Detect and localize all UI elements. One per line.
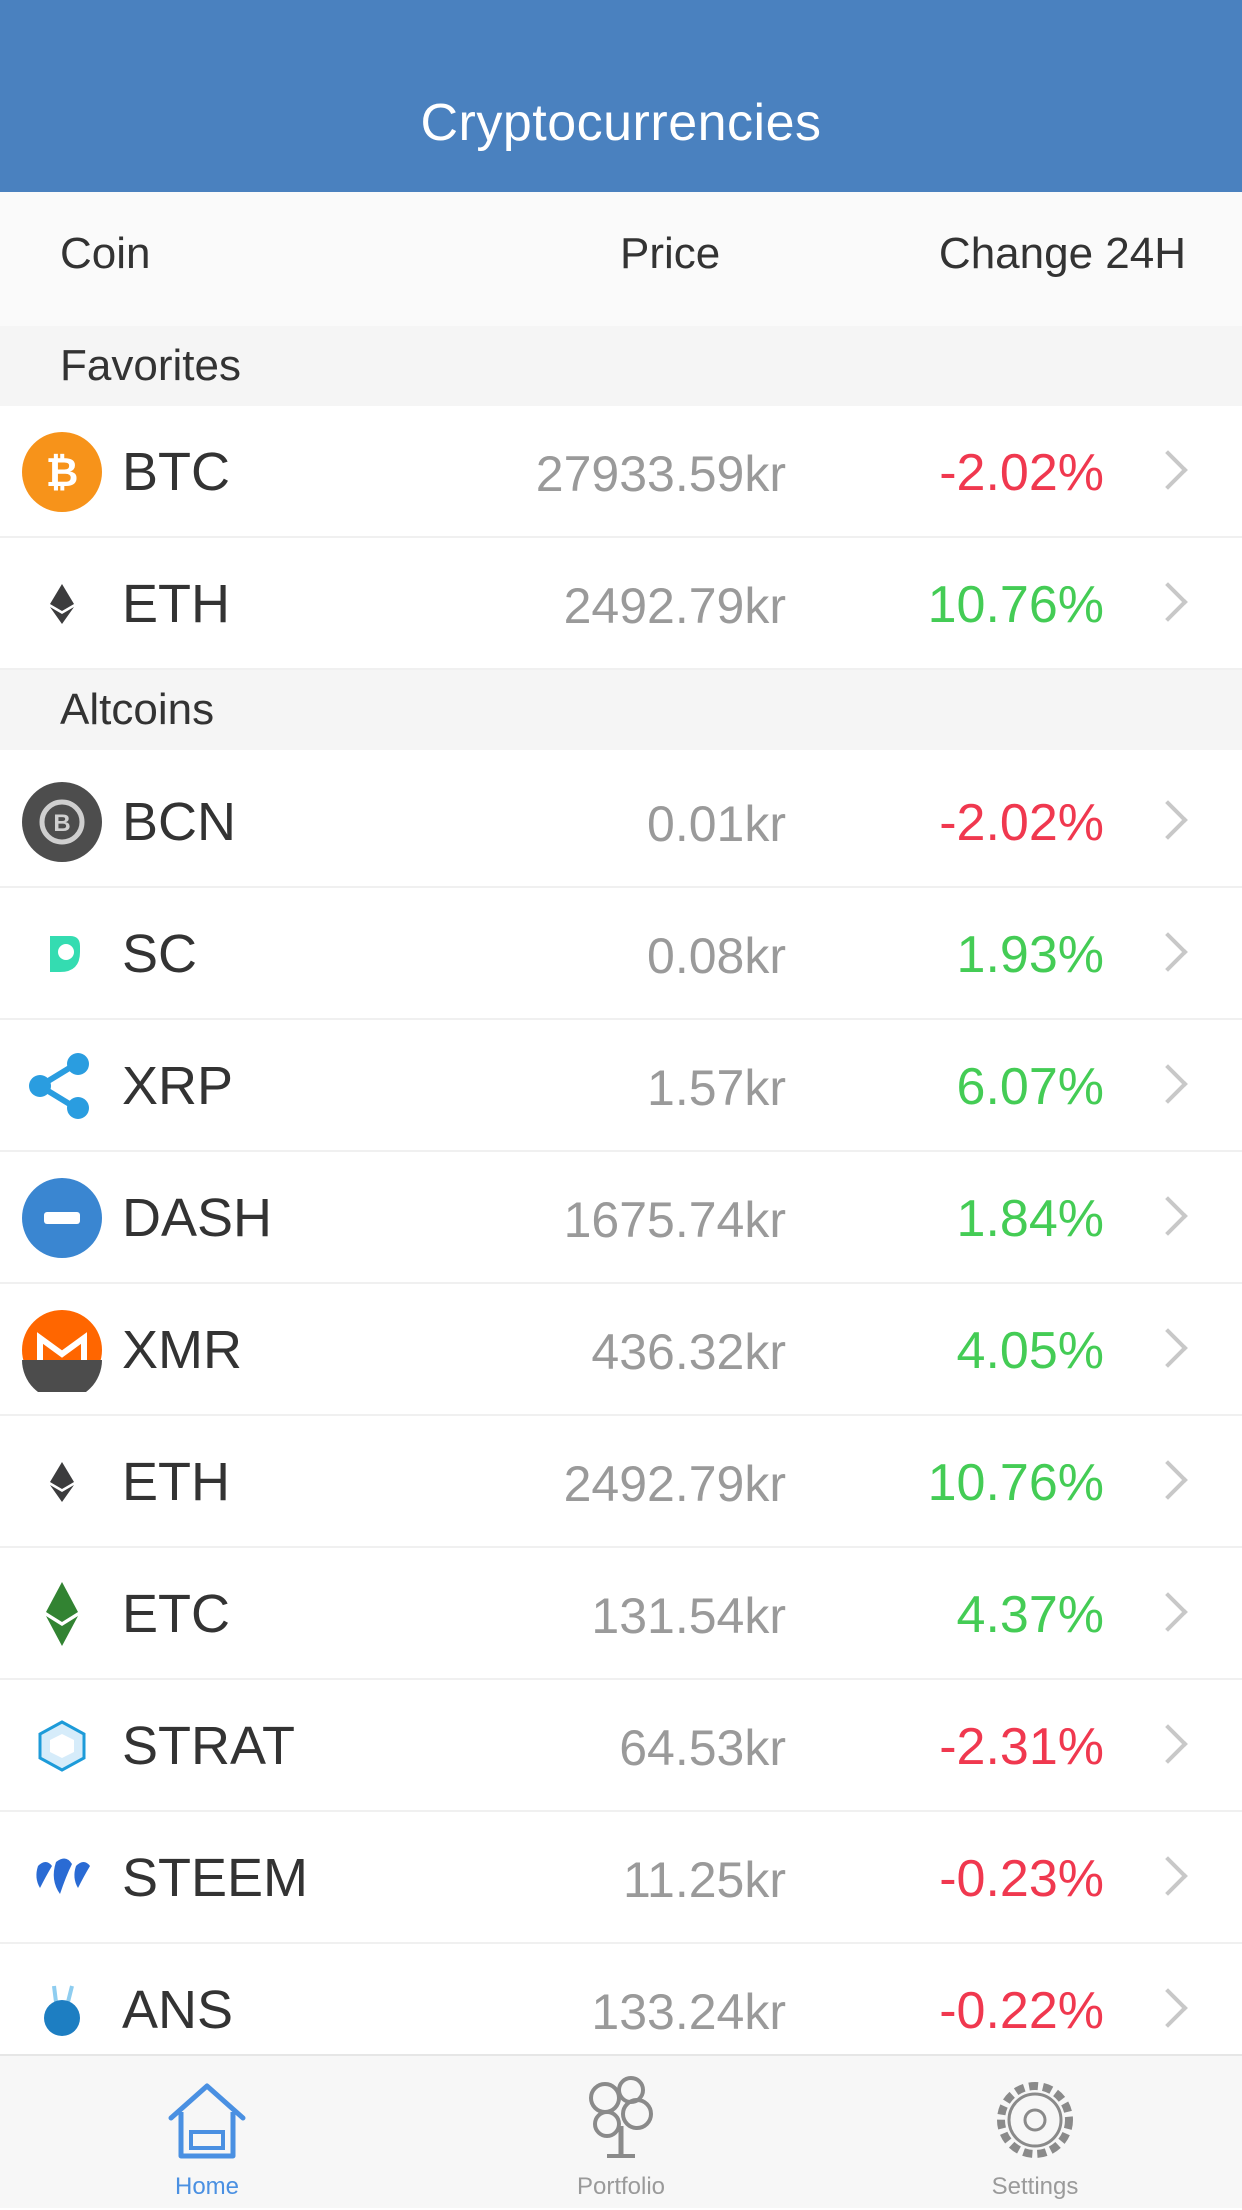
coin-row-etc[interactable]: ETC 131.54kr 4.37% bbox=[0, 1548, 1242, 1680]
tab-bar: Home Portfolio Settings bbox=[0, 2054, 1242, 2208]
coin-price: 1675.74kr bbox=[563, 1192, 786, 1248]
svg-text:₿: ₿ bbox=[46, 451, 79, 495]
coin-symbol: ETH bbox=[122, 1452, 230, 1512]
tab-portfolio[interactable]: Portfolio bbox=[414, 2056, 828, 2210]
column-change-label[interactable]: Change 24H bbox=[938, 229, 1186, 278]
coin-row-strat[interactable]: STRAT 64.53kr -2.31% bbox=[0, 1680, 1242, 1812]
coin-change: 1.84% bbox=[956, 1190, 1104, 1248]
coin-symbol: BCN bbox=[122, 792, 237, 852]
sc-icon bbox=[50, 936, 80, 972]
chevron-right-icon bbox=[1148, 1064, 1188, 1104]
coin-symbol: XRP bbox=[122, 1056, 234, 1116]
coin-symbol: ETH bbox=[122, 574, 230, 634]
section-header-altcoins: Altcoins bbox=[0, 670, 1242, 750]
coin-change: -0.23% bbox=[939, 1850, 1104, 1908]
navigation-bar: Cryptocurrencies bbox=[0, 0, 1242, 192]
coin-row-dash[interactable]: DASH 1675.74kr 1.84% bbox=[0, 1152, 1242, 1284]
tab-settings[interactable]: Settings bbox=[828, 2056, 1242, 2210]
coin-change: -2.02% bbox=[939, 444, 1104, 502]
section-title: Altcoins bbox=[60, 685, 215, 734]
eth-icon bbox=[50, 584, 74, 624]
btc-icon: ₿ bbox=[22, 432, 102, 512]
chevron-right-icon bbox=[1148, 1988, 1188, 2028]
coin-symbol: XMR bbox=[122, 1320, 242, 1380]
coin-symbol: ANS bbox=[122, 1980, 234, 2040]
bcn-icon: B bbox=[22, 782, 102, 862]
strat-icon bbox=[38, 1720, 86, 1772]
coin-change: 4.05% bbox=[956, 1322, 1104, 1380]
coin-row-sc[interactable]: SC 0.08kr 1.93% bbox=[0, 888, 1242, 1020]
column-coin-label[interactable]: Coin bbox=[60, 229, 151, 278]
chevron-right-icon bbox=[1148, 1856, 1188, 1896]
coin-symbol: STRAT bbox=[122, 1716, 295, 1776]
chevron-right-icon bbox=[1148, 800, 1188, 840]
coin-price: 131.54kr bbox=[591, 1588, 786, 1644]
coin-change: 6.07% bbox=[956, 1058, 1104, 1116]
chevron-right-icon bbox=[1148, 932, 1188, 972]
coin-price: 64.53kr bbox=[619, 1720, 786, 1776]
coin-price: 2492.79kr bbox=[563, 578, 786, 634]
xrp-icon bbox=[29, 1053, 89, 1119]
settings-icon bbox=[997, 2082, 1073, 2158]
coin-row-bcn[interactable]: B BCN 0.01kr -2.02% bbox=[0, 756, 1242, 888]
coin-price: 133.24kr bbox=[591, 1984, 786, 2040]
coin-row-ans[interactable]: ANS 133.24kr -0.22% bbox=[0, 1944, 1242, 2054]
coin-row-eth[interactable]: ETH 2492.79kr 10.76% bbox=[0, 538, 1242, 670]
steem-icon bbox=[36, 1858, 90, 1894]
chevron-right-icon bbox=[1148, 450, 1188, 490]
coin-change: -0.22% bbox=[939, 1982, 1104, 2040]
coin-change: 10.76% bbox=[927, 576, 1104, 634]
coin-row-xmr[interactable]: XMR 436.32kr 4.05% bbox=[0, 1284, 1242, 1416]
coin-symbol: ETC bbox=[122, 1584, 230, 1644]
coin-change: -2.02% bbox=[939, 794, 1104, 852]
coin-price: 11.25kr bbox=[622, 1852, 786, 1908]
column-price-label[interactable]: Price bbox=[620, 229, 721, 278]
coin-price: 2492.79kr bbox=[563, 1456, 786, 1512]
coin-price: 0.08kr bbox=[647, 928, 786, 984]
svg-text:B: B bbox=[53, 810, 70, 837]
section-header-favorites: Favorites bbox=[0, 326, 1242, 406]
coin-symbol: DASH bbox=[122, 1188, 273, 1248]
dash-icon bbox=[22, 1178, 102, 1258]
coin-price: 436.32kr bbox=[591, 1324, 786, 1380]
chevron-right-icon bbox=[1148, 1328, 1188, 1368]
xmr-icon bbox=[22, 1310, 102, 1392]
home-icon bbox=[168, 2083, 246, 2159]
etc-icon bbox=[46, 1582, 78, 1646]
coin-price: 0.01kr bbox=[647, 796, 786, 852]
chevron-right-icon bbox=[1148, 1724, 1188, 1764]
coin-symbol: BTC bbox=[122, 442, 230, 502]
eth-icon bbox=[50, 1462, 74, 1502]
coin-change: 4.37% bbox=[956, 1586, 1104, 1644]
section-title: Favorites bbox=[60, 341, 241, 390]
coin-price: 27933.59kr bbox=[535, 446, 786, 502]
coin-row-eth[interactable]: ETH 2492.79kr 10.76% bbox=[0, 1416, 1242, 1548]
coin-symbol: STEEM bbox=[122, 1848, 309, 1908]
chevron-right-icon bbox=[1148, 582, 1188, 622]
tab-label: Portfolio bbox=[576, 2173, 666, 2200]
portfolio-icon bbox=[589, 2076, 653, 2158]
tab-label: Home bbox=[174, 2173, 240, 2200]
chevron-right-icon bbox=[1148, 1592, 1188, 1632]
page-title: Cryptocurrencies bbox=[420, 94, 822, 152]
coin-row-xrp[interactable]: XRP 1.57kr 6.07% bbox=[0, 1020, 1242, 1152]
coin-change: 1.93% bbox=[956, 926, 1104, 984]
column-header: Coin Price Change 24H bbox=[0, 192, 1242, 326]
tab-label: Settings bbox=[991, 2173, 1079, 2200]
coin-change: -2.31% bbox=[939, 1718, 1104, 1776]
coin-change: 10.76% bbox=[927, 1454, 1104, 1512]
coin-symbol: SC bbox=[122, 924, 198, 984]
tab-home[interactable]: Home bbox=[0, 2056, 414, 2210]
coin-row-btc[interactable]: ₿ BTC 27933.59kr -2.02% bbox=[0, 406, 1242, 538]
chevron-right-icon bbox=[1148, 1460, 1188, 1500]
ans-icon bbox=[44, 1985, 80, 2036]
coin-price: 1.57kr bbox=[647, 1060, 786, 1116]
coin-row-steem[interactable]: STEEM 11.25kr -0.23% bbox=[0, 1812, 1242, 1944]
chevron-right-icon bbox=[1148, 1196, 1188, 1236]
